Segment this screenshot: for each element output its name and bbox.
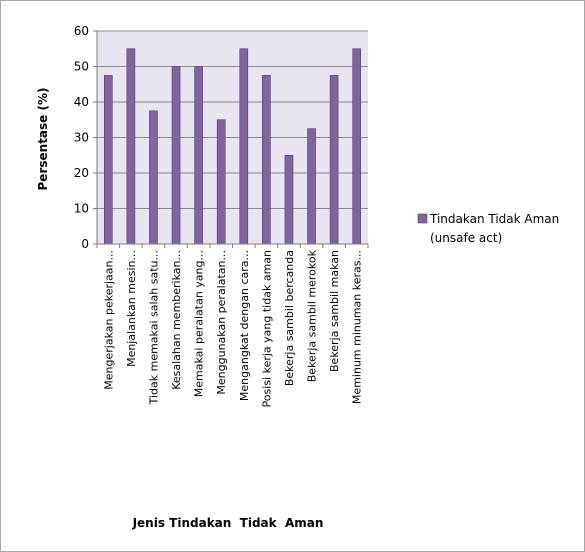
bar [171, 66, 181, 245]
x-tick-label: Menjalankan mesin... [125, 250, 138, 367]
y-tick-label: 30 [74, 131, 89, 145]
x-tick-labels: Mengerjakan pekerjaan... Menjalankan mesi… [96, 244, 369, 407]
gridlines [97, 30, 368, 209]
y-tick-label: 0 [81, 237, 89, 251]
x-tick-label: Mengangkat dengan cara... [238, 250, 251, 401]
bar [103, 75, 113, 245]
bar [126, 48, 136, 245]
x-tick-label: Posisi kerja yang tidak aman [260, 250, 273, 407]
y-tick-label: 60 [74, 24, 89, 38]
bar [216, 119, 226, 245]
bar [352, 48, 362, 245]
legend-label: Tindakan Tidak Aman [429, 212, 559, 226]
y-tick-label: 20 [74, 166, 89, 180]
bar [149, 110, 158, 245]
x-tick-label: Tidak memakai salah satu... [147, 250, 160, 405]
bar [194, 66, 203, 245]
legend-label-sub: (unsafe act) [430, 231, 502, 245]
y-axis-title: Persentase (%) [36, 88, 50, 191]
x-tick-label: Bekerja sambil bercanda [283, 250, 296, 386]
y-tick-label: 40 [74, 95, 89, 109]
x-tick-label: Mengerjakan pekerjaan... [102, 250, 115, 390]
bars [103, 48, 362, 245]
legend-swatch [417, 213, 428, 224]
bar [307, 128, 316, 245]
x-tick-label: Bekerja sambil makan [328, 250, 341, 372]
bar [239, 48, 249, 245]
x-tick-label: Bekerja sambil merokok [306, 249, 319, 382]
y-tick-labels: 0 10 20 30 40 50 60 [74, 24, 97, 251]
x-axis-title: Jenis Tindakan Tidak Aman [132, 516, 324, 530]
bar [262, 75, 271, 245]
bar [284, 154, 294, 245]
x-tick-label: Kesalahan memberikan... [170, 250, 183, 390]
bar [329, 75, 339, 245]
x-tick-label: Memakai peralatan yang... [193, 250, 206, 397]
x-tick-label: Meminum minuman keras... [351, 250, 364, 404]
x-tick-label: Menggunakan peralatan... [215, 250, 228, 395]
y-tick-label: 10 [74, 202, 89, 216]
y-tick-label: 50 [74, 60, 89, 74]
